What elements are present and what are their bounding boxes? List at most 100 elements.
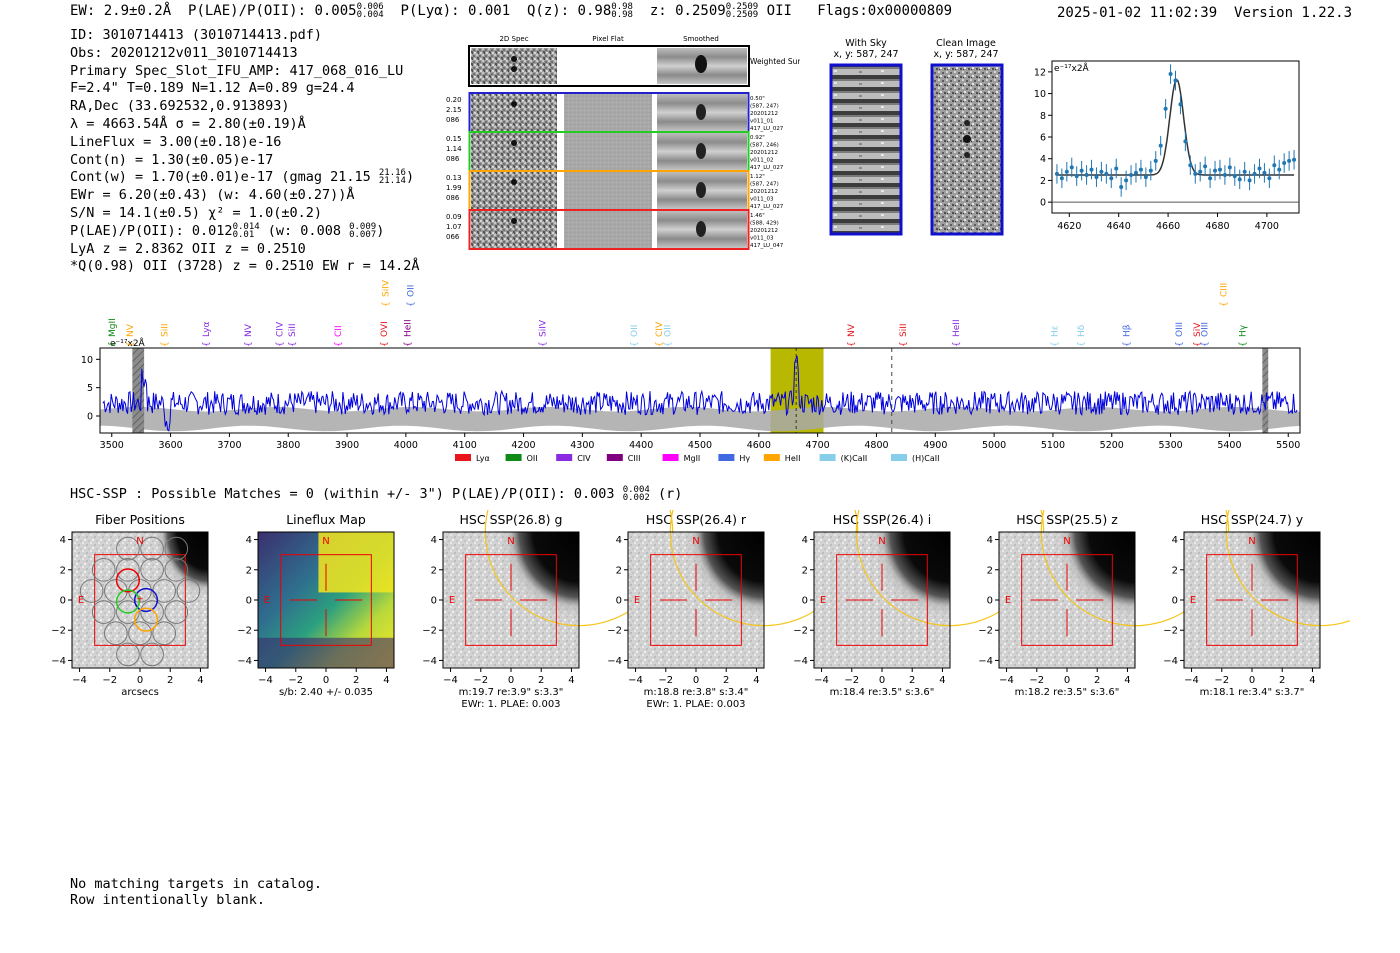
spec-line-marker: CIII	[1220, 283, 1230, 297]
cutout-left-label: 1.99	[446, 184, 462, 192]
zoom-data-point	[1193, 171, 1198, 176]
zoom-data-point	[1059, 176, 1064, 181]
panel-xtick-label: 2	[353, 675, 359, 686]
panel-xtick-label: 0	[1064, 675, 1070, 686]
panel-caption: m:18.1 re:3.4" s:3.7"	[1200, 687, 1305, 698]
info-contn: Cont(n) = 1.30(±0.05)e-17	[70, 151, 274, 168]
cutout-row: 0.20 2.15 086 0.50" (587, 247)20201212 v011_0…	[446, 92, 784, 133]
panel-ytick-label: −2	[607, 626, 622, 637]
fiber-circle	[164, 557, 189, 582]
spec-line-marker: OIII	[1201, 322, 1211, 337]
panel-ytick-label: 4	[246, 535, 252, 546]
legend-swatch	[662, 454, 679, 461]
fiber-circle	[128, 621, 152, 646]
zoom-ytick-label: 2	[1040, 176, 1046, 187]
clean-image-panel	[930, 63, 1004, 236]
spec-line-marker-brace: {	[161, 341, 171, 347]
zoom-data-point	[1138, 167, 1143, 172]
panel-ytick-label: 4	[1172, 535, 1178, 546]
panel-title: Fiber Positions	[95, 512, 185, 527]
cutout-right-label: 20201212	[750, 189, 778, 195]
spec-xtick-label: 4100	[453, 440, 477, 451]
cutout-left-label: 066	[446, 233, 460, 241]
legend-label: MgII	[684, 454, 701, 463]
spec-line-marker: OII	[630, 325, 640, 337]
zoom-xtick-label: 4660	[1156, 221, 1180, 232]
clean-source-dot	[964, 120, 970, 126]
info-plae-lo: 0.01	[232, 229, 255, 240]
spec-line-marker-brace: {	[334, 341, 344, 347]
cutout-2dspec	[471, 94, 557, 131]
footer: No matching targets in catalog. Row inte…	[70, 876, 322, 908]
panel-title: HSC SSP(24.7) y	[1201, 512, 1304, 527]
panel-xtick-label: 2	[538, 675, 544, 686]
spec-line-marker: HeII	[404, 319, 414, 337]
lineflux-dark-region	[258, 637, 394, 668]
cutout-pixelflat	[564, 172, 652, 209]
spec-line-marker: NV	[847, 323, 857, 337]
info-id: ID: 3010714413 (3010714413.pdf)	[70, 27, 322, 43]
panel-xtick-label: 4	[568, 675, 574, 686]
header-z-line: OII	[766, 3, 792, 19]
spec-line-marker-brace: {	[126, 341, 136, 347]
cutout-right-label: (588, 429)	[750, 221, 779, 227]
clean-image-title: Clean Image	[936, 38, 996, 49]
zoom-data-point	[1168, 72, 1173, 77]
spec-line-marker: OIII	[1175, 322, 1185, 337]
cutout-left-label: 0.20	[446, 96, 462, 104]
search-box	[1206, 554, 1298, 646]
panel-ytick-label: 0	[616, 596, 622, 607]
panel-xtick-label: 4	[939, 675, 945, 686]
spec-line-marker-brace: {	[664, 341, 674, 347]
panel-xtick-label: 4	[197, 675, 203, 686]
cutout-row: 0.15 1.14 086 0.92" (587, 246)20201212 v011_0…	[446, 131, 784, 172]
spec-line-marker-brace: {	[1077, 341, 1087, 347]
cutout-2dspec	[471, 211, 557, 248]
fiber-circle	[79, 579, 104, 603]
cutout-row-frame	[468, 209, 750, 250]
legend-swatch	[763, 454, 780, 461]
panel-ytick-label: −2	[1163, 626, 1178, 637]
header-q-lo: 0.98	[611, 10, 633, 20]
zoom-data-point	[1158, 143, 1163, 148]
search-box	[1021, 554, 1113, 646]
cutout-source-dot	[511, 179, 517, 185]
spec-line-marker-brace: {	[1220, 301, 1230, 307]
panel-xtick-label: −4	[72, 675, 87, 686]
spec-xtick-label: 3800	[276, 440, 300, 451]
panel-ytick-label: 0	[802, 596, 808, 607]
spec-line-marker-brace: {	[407, 301, 417, 307]
legend-swatch	[718, 454, 735, 461]
compass-north: N	[136, 536, 143, 547]
info-obs: Obs: 20201212v011_3010714413	[70, 44, 298, 61]
zoom-data-point	[1153, 158, 1158, 163]
spec-xtick-label: 4800	[864, 440, 888, 451]
panel-caption: arcsecs	[121, 687, 159, 698]
image-panels-row: Fiber Positions + N E −4 −4 −2 −2 0 0 2 2 4 4 arcsecs L…	[51, 510, 1350, 710]
cutout-left-label: 086	[446, 155, 460, 163]
fiber-circle	[103, 621, 128, 646]
header-right: 2025-01-02 11:02:39 Version 1.22.3	[1057, 5, 1352, 21]
fiber-circle-green	[115, 589, 140, 614]
legend-swatch	[891, 454, 907, 461]
cutout-left-label: 0.13	[446, 174, 462, 182]
panel-ytick-label: 2	[246, 565, 252, 576]
zoom-data-point	[1247, 178, 1252, 183]
hsc-text: HSC-SSP : Possible Matches = 0 (within +…	[70, 486, 615, 502]
header-plae-lo: 0.004	[356, 10, 384, 20]
legend-swatch	[455, 454, 471, 461]
cutout-smoothed-blob	[696, 221, 706, 237]
panel-xtick-label: 0	[1249, 675, 1255, 686]
panel-ytick-label: 4	[802, 535, 808, 546]
zoom-data-point	[1163, 106, 1168, 111]
panel-caption: m:19.7 re:3.9" s:3.3"	[459, 687, 564, 698]
spec-line-marker-brace: {	[655, 341, 665, 347]
legend-swatch	[556, 454, 573, 461]
panel-ytick-label: −2	[51, 626, 66, 637]
panel-xtick-label: −4	[258, 675, 273, 686]
clean-image	[930, 63, 1004, 236]
compass-north: N	[507, 536, 514, 547]
panel-xtick-label: 0	[323, 675, 329, 686]
panel-title: HSC SSP(26.4) i	[833, 512, 931, 527]
